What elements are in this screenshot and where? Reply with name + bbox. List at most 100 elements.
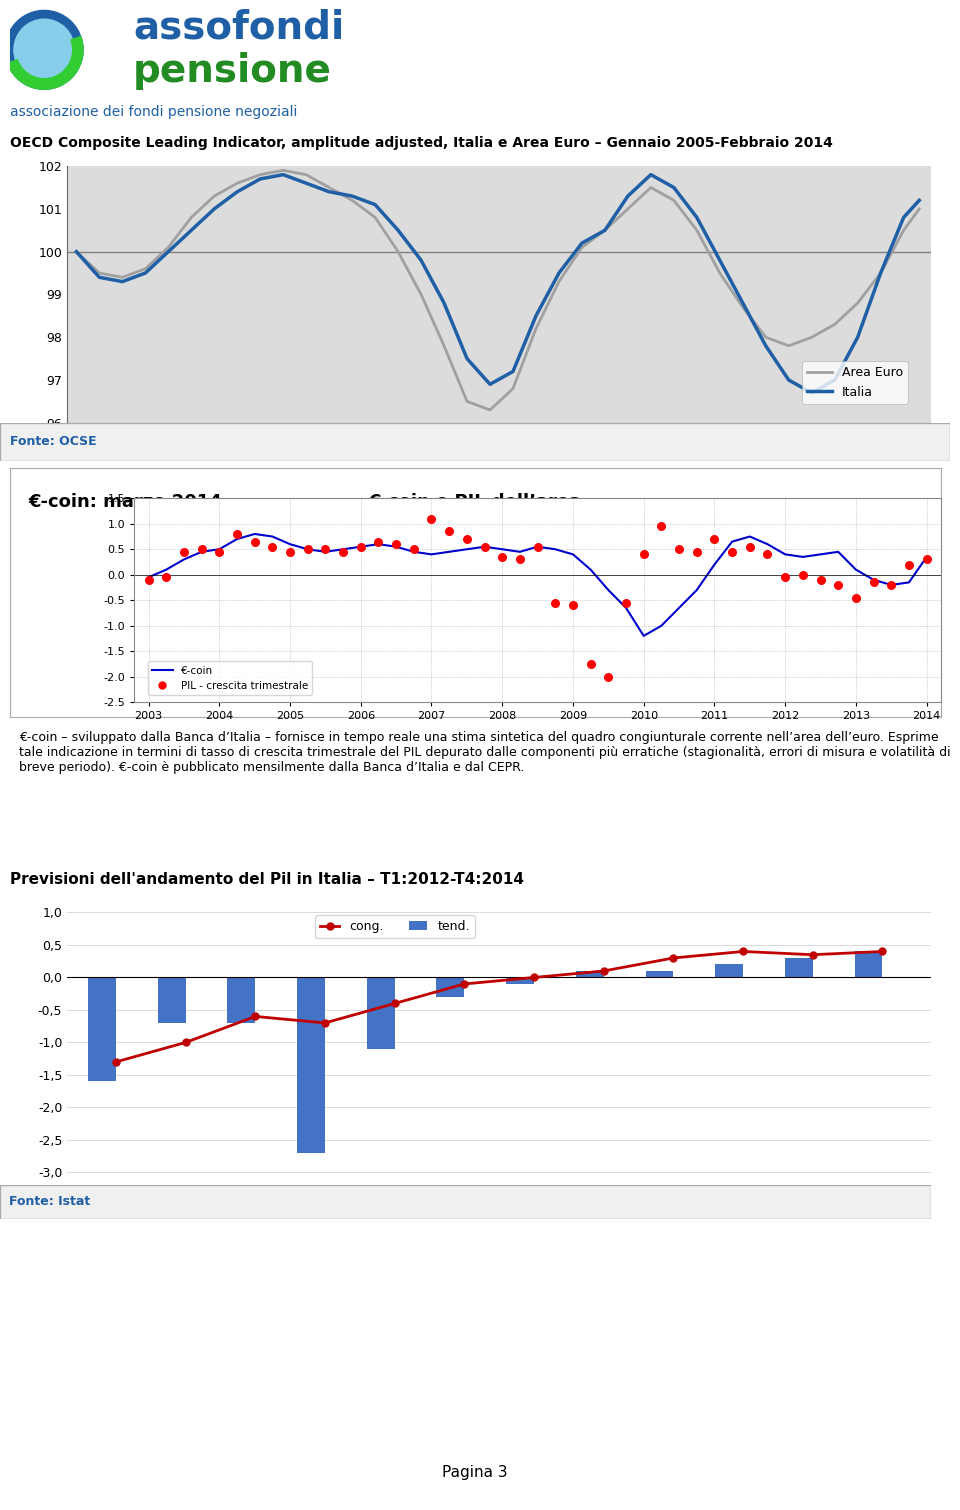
Italia: [461, 350, 472, 368]
Point: [565, 593, 581, 618]
Point: [371, 530, 386, 554]
Bar: [228, 977, 255, 1022]
Area Euro: [553, 273, 564, 291]
Italia: [507, 362, 518, 381]
Point: [883, 572, 899, 596]
Text: pensione: pensione: [133, 51, 332, 89]
Italia: [783, 371, 795, 390]
Italia: [622, 187, 634, 205]
Point: [177, 539, 192, 563]
Point: [707, 527, 722, 551]
Circle shape: [6, 11, 83, 89]
Italia: [852, 328, 863, 346]
Bar: [854, 951, 882, 977]
Area Euro: [599, 222, 611, 240]
Area Euro: [898, 222, 909, 240]
cong.: [320, 1013, 331, 1031]
Point: [778, 565, 793, 589]
Line: Area Euro: Area Euro: [77, 171, 920, 411]
Point: [353, 535, 369, 559]
Italia: [277, 166, 289, 184]
Area Euro: [691, 222, 703, 240]
Area Euro: [806, 328, 818, 346]
Area Euro: [783, 337, 795, 355]
Italia: [760, 337, 772, 355]
Line: cong.: cong.: [112, 948, 886, 1066]
Point: [389, 532, 404, 556]
Italia: [208, 199, 220, 217]
Italia: [898, 208, 909, 226]
Bar: [437, 977, 465, 997]
Text: Fonte: Istat: Fonte: Istat: [10, 1196, 90, 1208]
Area Euro: [347, 192, 358, 210]
Point: [265, 535, 280, 559]
Wedge shape: [8, 36, 83, 89]
Text: €-coin e PIL dell’area: €-coin e PIL dell’area: [369, 492, 582, 510]
Point: [759, 542, 775, 566]
Area Euro: [370, 208, 381, 226]
Italia: [737, 294, 749, 313]
Point: [282, 539, 298, 563]
Italia: [300, 174, 312, 192]
Point: [423, 506, 439, 530]
Area Euro: [231, 174, 243, 192]
Italia: [231, 183, 243, 201]
Point: [618, 590, 634, 615]
Italia: [139, 264, 151, 282]
cong.: [528, 968, 540, 986]
Bar: [88, 977, 116, 1081]
Area Euro: [760, 328, 772, 346]
Area Euro: [185, 208, 197, 226]
cong.: [807, 945, 819, 963]
Area Euro: [439, 337, 450, 355]
Point: [654, 515, 669, 539]
Area Euro: [914, 199, 925, 217]
Area Euro: [208, 187, 220, 205]
Area Euro: [484, 402, 495, 420]
Italia: [576, 234, 588, 252]
Point: [459, 527, 474, 551]
Point: [849, 586, 864, 610]
Italia: [393, 222, 404, 240]
Point: [494, 545, 510, 569]
Italia: [668, 178, 680, 196]
Area Euro: [828, 316, 840, 334]
Area Euro: [737, 297, 749, 316]
Text: Fonte: OCSE: Fonte: OCSE: [10, 435, 96, 448]
Italia: [416, 251, 427, 269]
Point: [742, 535, 757, 559]
Text: Previsioni dell'andamento del Pil in Italia – T1:2012-T4:2014: Previsioni dell'andamento del Pil in Ita…: [10, 873, 523, 886]
Point: [671, 538, 686, 562]
Italia: [599, 222, 611, 240]
Area Euro: [71, 243, 83, 261]
Area Euro: [507, 379, 518, 397]
Bar: [367, 977, 395, 1049]
Point: [229, 522, 245, 547]
Point: [583, 652, 598, 676]
Point: [813, 568, 828, 592]
Bar: [157, 977, 185, 1022]
Point: [194, 538, 209, 562]
Point: [300, 538, 316, 562]
Italia: [439, 294, 450, 313]
Italia: [530, 307, 541, 325]
Area Euro: [875, 264, 886, 282]
Point: [601, 664, 616, 689]
Area Euro: [116, 269, 128, 287]
Bar: [785, 957, 813, 977]
Italia: [714, 251, 726, 269]
Italia: [553, 264, 564, 282]
Point: [547, 590, 563, 615]
Italia: [691, 208, 703, 226]
Italia: [71, 243, 83, 261]
Area Euro: [277, 162, 289, 180]
Area Euro: [139, 260, 151, 278]
Area Euro: [668, 192, 680, 210]
Area Euro: [324, 178, 335, 196]
Bar: [645, 971, 673, 977]
Legend: cong., tend.: cong., tend.: [316, 915, 475, 938]
Italia: [116, 273, 128, 291]
Point: [477, 535, 492, 559]
cong.: [110, 1052, 122, 1071]
Bar: [576, 971, 604, 977]
